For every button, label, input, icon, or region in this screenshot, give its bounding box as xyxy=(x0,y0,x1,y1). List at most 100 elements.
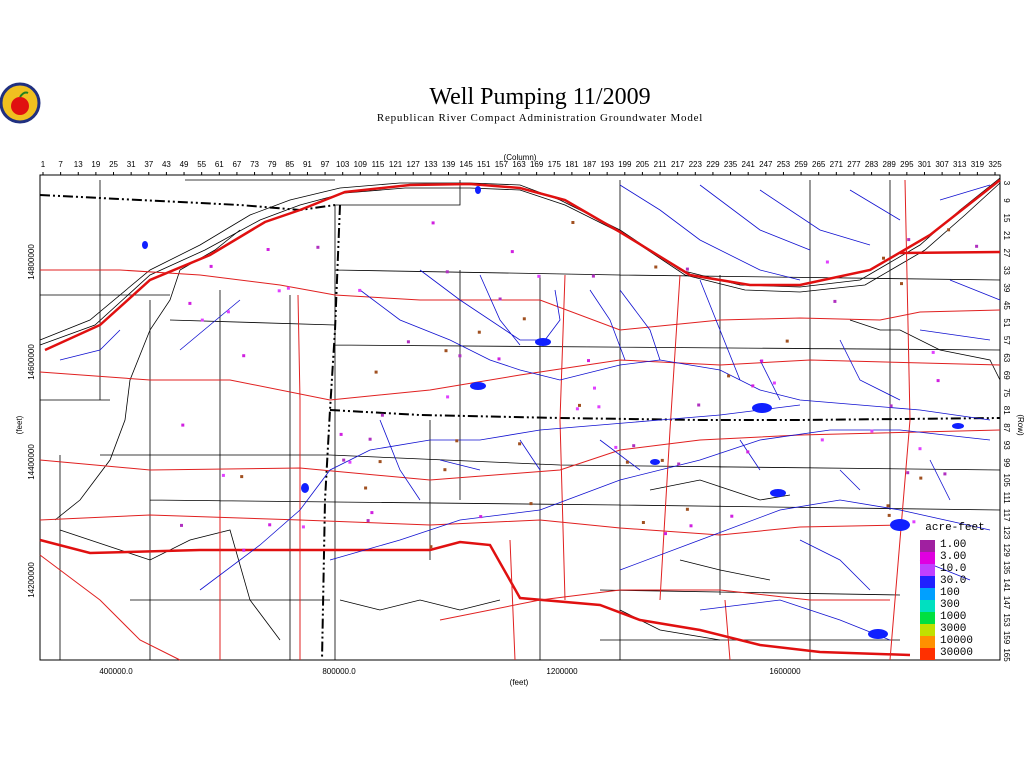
pumping-cell xyxy=(912,520,916,524)
row-tick-label: 87 xyxy=(1002,423,1011,432)
lakes xyxy=(142,186,964,639)
x-tick-label: 800000.0 xyxy=(322,667,356,676)
pumping-cell xyxy=(368,437,372,441)
subtitle: Republican River Compact Administration … xyxy=(377,112,703,124)
row-tick-label: 9 xyxy=(1002,198,1011,203)
column-tick-label: 193 xyxy=(600,160,614,169)
legend-swatch xyxy=(920,576,935,588)
legend-swatch xyxy=(920,540,935,552)
pumping-cell xyxy=(180,523,183,527)
pumping-cell xyxy=(593,386,596,390)
pumping-cell xyxy=(537,274,541,278)
row-tick-label: 135 xyxy=(1002,561,1011,575)
legend-label: 10.0 xyxy=(940,563,966,575)
y-tick-label: 14600000 xyxy=(27,344,36,380)
pumping-cell xyxy=(342,458,346,462)
legend-swatch xyxy=(920,636,935,648)
row-tick-label: 105 xyxy=(1002,474,1011,488)
column-tick-label: 169 xyxy=(530,160,544,169)
pumping-cell xyxy=(900,282,903,286)
pumping-cell xyxy=(887,513,891,517)
x-axis-label: (feet) xyxy=(510,678,529,687)
pumping-cell xyxy=(870,429,874,433)
row-tick-label: 45 xyxy=(1002,301,1011,310)
row-tick-label: 3 xyxy=(1002,181,1011,186)
pumping-cell xyxy=(571,221,575,224)
column-tick-label: 163 xyxy=(512,160,526,169)
pumping-cell xyxy=(446,395,450,399)
row-tick-label: 153 xyxy=(1002,613,1011,627)
pumping-cell xyxy=(931,350,935,354)
pumping-cell xyxy=(760,359,764,363)
column-tick-label: 277 xyxy=(847,160,861,169)
pumping-cell xyxy=(348,460,352,464)
column-tick-label: 121 xyxy=(389,160,403,169)
legend-swatch xyxy=(920,564,935,576)
column-tick-label: 289 xyxy=(883,160,897,169)
pumping-cell xyxy=(919,476,923,480)
column-tick-label: 109 xyxy=(354,160,368,169)
column-tick-label: 283 xyxy=(865,160,879,169)
legend-swatch xyxy=(920,588,935,600)
column-tick-label: 13 xyxy=(74,160,83,169)
pumping-cell xyxy=(370,511,374,515)
pumping-cell xyxy=(664,532,667,536)
column-tick-label: 55 xyxy=(197,160,206,169)
pumping-cell xyxy=(936,379,940,383)
column-tick-label: 61 xyxy=(215,160,224,169)
y-axis-label: (feet) xyxy=(15,415,24,434)
pumping-cell xyxy=(479,515,483,519)
column-tick-label: 7 xyxy=(58,160,63,169)
row-tick-label: 123 xyxy=(1002,526,1011,540)
column-tick-label: 181 xyxy=(565,160,579,169)
column-tick-label: 259 xyxy=(794,160,808,169)
pumping-cell xyxy=(200,318,204,322)
column-tick-label: 43 xyxy=(162,160,171,169)
legend-label: 100 xyxy=(940,587,960,599)
column-tick-label: 79 xyxy=(268,160,277,169)
column-tick-label: 241 xyxy=(742,160,756,169)
legend-label: 30.0 xyxy=(940,575,966,587)
row-tick-label: 63 xyxy=(1002,353,1011,362)
row-tick-label: 147 xyxy=(1002,596,1011,610)
pumping-cell xyxy=(455,439,459,443)
column-tick-label: 271 xyxy=(830,160,844,169)
pumping-cell xyxy=(378,460,382,464)
column-tick-label: 127 xyxy=(407,160,421,169)
pumping-cell xyxy=(510,250,514,254)
column-tick-label: 145 xyxy=(459,160,473,169)
column-tick-label: 73 xyxy=(250,160,259,169)
pumping-cell xyxy=(477,330,481,334)
pumping-cell xyxy=(906,471,910,475)
pumping-cell xyxy=(445,270,449,274)
legend-label: 3000 xyxy=(940,623,966,635)
row-tick-label: 33 xyxy=(1002,266,1011,275)
legend: acre-feet 1.003.0010.030.010030010003000… xyxy=(920,522,985,660)
pumping-cell xyxy=(444,349,448,353)
pumping-cell xyxy=(625,460,629,464)
column-tick-label: 199 xyxy=(618,160,632,169)
legend-swatch xyxy=(920,624,935,636)
row-tick-label: 57 xyxy=(1002,336,1011,345)
legend-label: 30000 xyxy=(940,647,973,659)
pumping-cell xyxy=(886,504,890,508)
row-tick-label: 141 xyxy=(1002,578,1011,592)
row-tick-label: 15 xyxy=(1002,214,1011,223)
pumping-cell xyxy=(529,502,533,506)
pumping-cell xyxy=(632,444,636,448)
column-tick-label: 229 xyxy=(706,160,720,169)
pumping-cell xyxy=(366,519,370,523)
pumping-cell xyxy=(443,468,447,472)
title: Well Pumping 11/2009 xyxy=(429,84,650,110)
pumping-cell xyxy=(677,462,681,466)
column-tick-label: 133 xyxy=(424,160,438,169)
row-tick-label: 21 xyxy=(1002,231,1011,240)
column-tick-label: 151 xyxy=(477,160,491,169)
map xyxy=(39,174,1001,661)
pumping-cell xyxy=(522,317,526,321)
column-tick-label: 19 xyxy=(91,160,100,169)
pumping-cell xyxy=(882,256,885,260)
pumping-cell xyxy=(266,248,270,251)
row-tick-label: 39 xyxy=(1002,283,1011,292)
column-tick-label: 97 xyxy=(321,160,330,169)
